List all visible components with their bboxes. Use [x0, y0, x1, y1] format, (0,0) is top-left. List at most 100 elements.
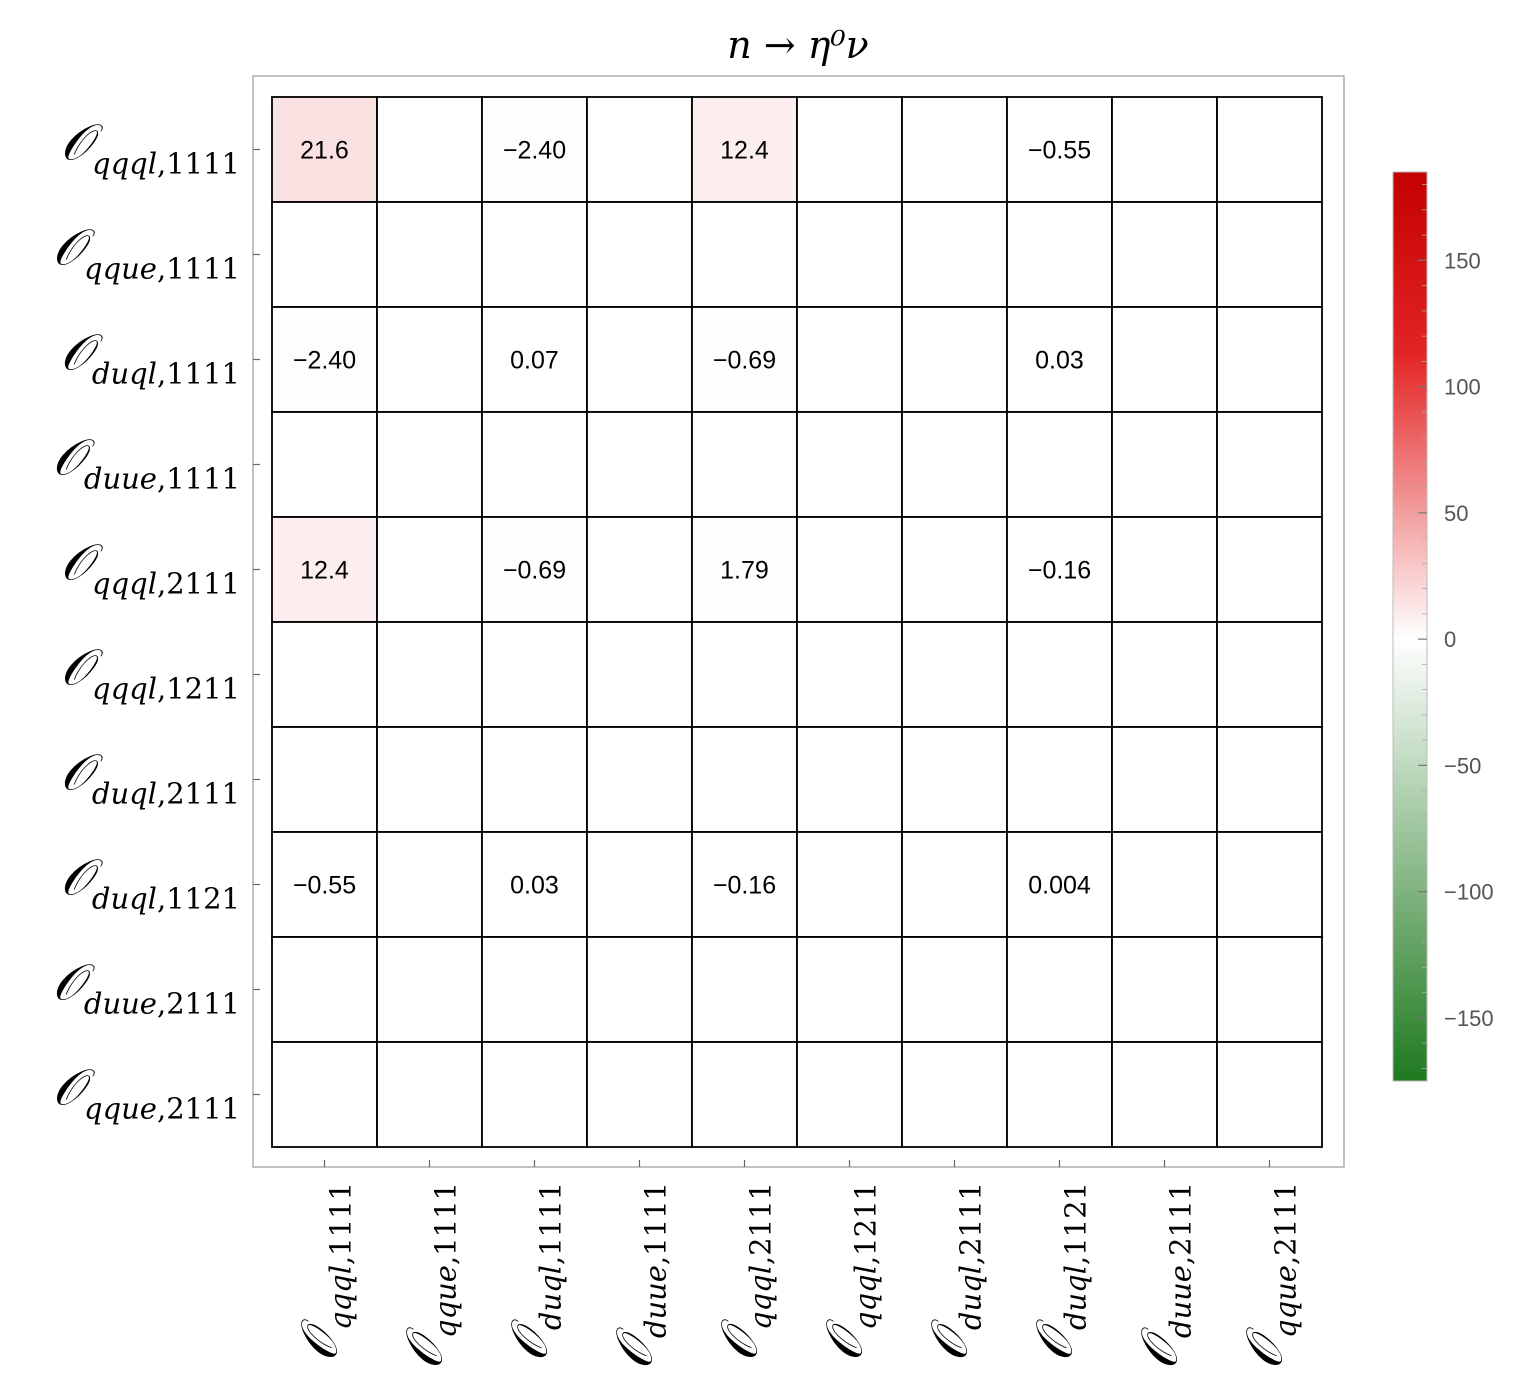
- operator-subscript: duql: [1059, 1265, 1093, 1330]
- operator-subscript: qqql: [92, 147, 157, 181]
- heatmap-cell: [481, 96, 588, 203]
- heatmap-cell: [691, 201, 798, 308]
- operator-comma: ,: [744, 1256, 778, 1265]
- operator-subscript: qque: [84, 1092, 157, 1126]
- heatmap-cell: [1216, 936, 1323, 1043]
- cell-value-label: −0.16: [713, 872, 776, 900]
- heatmap-cell: [376, 1041, 483, 1148]
- heatmap-cell: [691, 1041, 798, 1148]
- plot-frame: [252, 75, 1345, 1168]
- heatmap-cell: [1216, 201, 1323, 308]
- heatmap-cell: [1006, 306, 1113, 413]
- operator-index: 2111: [166, 777, 240, 811]
- chart-title: n → η⁰ν: [727, 23, 869, 67]
- operator-comma: ,: [1164, 1256, 1198, 1265]
- heatmap-cell: [586, 201, 693, 308]
- operator-subscript: qqql: [92, 672, 157, 706]
- heatmap-cell: [376, 936, 483, 1043]
- cell-value-label: 1.79: [720, 557, 769, 585]
- heatmap-cell: [901, 516, 1008, 623]
- operator-subscript: duql: [534, 1265, 568, 1330]
- heatmap-cell: [796, 621, 903, 728]
- heatmap-cell: [1111, 831, 1218, 938]
- heatmap-cell: [481, 831, 588, 938]
- heatmap-cell: [796, 306, 903, 413]
- x-tick-label: 𝒪qqql,2111: [711, 1182, 778, 1362]
- heatmap-cell: [586, 726, 693, 833]
- heatmap-cell: [271, 726, 378, 833]
- operator-index: 1111: [166, 147, 240, 181]
- colorbar-tick-label: 100: [1444, 375, 1481, 400]
- operator-index: 2111: [744, 1182, 778, 1256]
- heatmap-cell: [1216, 306, 1323, 413]
- heatmap-cell: [1111, 201, 1218, 308]
- operator-comma: ,: [157, 567, 166, 601]
- heatmap-cell: [691, 411, 798, 518]
- operator-index: 1111: [166, 462, 240, 496]
- operator-subscript: duql: [92, 882, 157, 916]
- operator-index: 1111: [534, 1182, 568, 1256]
- heatmap-cell: [481, 1041, 588, 1148]
- heatmap-cell: [796, 516, 903, 623]
- operator-index: 1121: [166, 882, 240, 916]
- heatmap-cell: [271, 621, 378, 728]
- colorbar: 150 100 50 0 −50 −100 −150: [1392, 171, 1494, 1082]
- heatmap-cell: [481, 306, 588, 413]
- operator-subscript: duql: [954, 1265, 988, 1330]
- heatmap-cell: [586, 306, 693, 413]
- x-tick-label: 𝒪qque,1111: [396, 1182, 463, 1370]
- heatmap-cell: [1216, 831, 1323, 938]
- heatmap-cell: [586, 1041, 693, 1148]
- heatmap-cell: [796, 831, 903, 938]
- y-tick-label: 𝒪qqql,1211: [61, 639, 241, 706]
- operator-comma: ,: [157, 147, 166, 181]
- heatmap-cell: [1111, 1041, 1218, 1148]
- heatmap-cell: [796, 936, 903, 1043]
- heatmap-cell: [901, 621, 1008, 728]
- operator-index: 1111: [429, 1182, 463, 1256]
- heatmap-cell: [901, 936, 1008, 1043]
- colorbar-gradient: [1392, 171, 1428, 1082]
- colorbar-tick-label: 0: [1444, 627, 1456, 652]
- x-tick-label: 𝒪duql,1121: [1026, 1182, 1093, 1362]
- heatmap-cell: [1006, 831, 1113, 938]
- y-tick-label: 𝒪duql,1121: [60, 849, 240, 916]
- heatmap-cell: [1111, 726, 1218, 833]
- x-tick-label: 𝒪duue,2111: [1131, 1182, 1198, 1370]
- heatmap-cell: [1006, 96, 1113, 203]
- y-tick-label: 𝒪duql,2111: [60, 744, 240, 811]
- operator-subscript: duue: [1164, 1265, 1198, 1338]
- operator-comma: ,: [157, 987, 166, 1021]
- operator-index: 2111: [954, 1182, 988, 1256]
- cell-value-label: −0.16: [1028, 557, 1091, 585]
- operator-subscript: qqql: [744, 1265, 778, 1330]
- operator-comma: ,: [157, 882, 166, 916]
- heatmap-cell: [376, 411, 483, 518]
- operator-index: 2111: [166, 1092, 240, 1126]
- operator-subscript: duue: [84, 462, 157, 496]
- heatmap-cell: [1111, 411, 1218, 518]
- heatmap-cell: [376, 306, 483, 413]
- heatmap-cell: [586, 411, 693, 518]
- cell-value-label: −0.55: [1028, 137, 1091, 165]
- operator-comma: ,: [324, 1256, 358, 1265]
- heatmap-cell: [901, 726, 1008, 833]
- operator-comma: ,: [157, 252, 166, 286]
- y-tick-label: 𝒪duue,2111: [52, 954, 240, 1021]
- heatmap-cell: [481, 726, 588, 833]
- heatmap-cell: [586, 831, 693, 938]
- heatmap-cell: [271, 831, 378, 938]
- heatmap-cell: [1006, 411, 1113, 518]
- heatmap-cell: [1006, 201, 1113, 308]
- x-tick-label: 𝒪qque,2111: [1236, 1182, 1303, 1370]
- heatmap-cell: [1111, 621, 1218, 728]
- heatmap-cell: [1006, 726, 1113, 833]
- heatmap-cell: [271, 411, 378, 518]
- operator-index: 2111: [1164, 1182, 1198, 1256]
- heatmap-cell: [376, 96, 483, 203]
- heatmap-cell: [376, 726, 483, 833]
- operator-subscript: duue: [84, 987, 157, 1021]
- x-tick-label: 𝒪duue,1111: [606, 1182, 673, 1370]
- cell-value-label: −0.69: [713, 347, 776, 375]
